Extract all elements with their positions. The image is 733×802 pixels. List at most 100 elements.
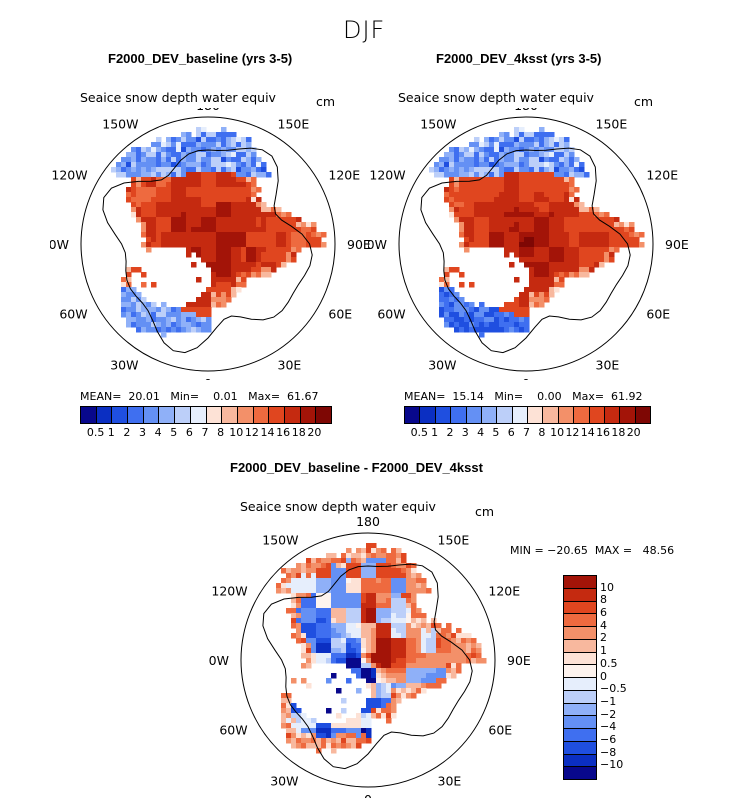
map-cell: [366, 713, 372, 719]
map-cell: [306, 643, 312, 649]
map-cell: [156, 232, 162, 238]
map-cell: [351, 588, 357, 594]
map-cell: [361, 663, 367, 669]
map-cell: [454, 152, 460, 158]
map-cell: [559, 242, 565, 248]
variable-name-2: Seaice snow depth water equiv: [398, 90, 594, 105]
map-cell: [549, 287, 555, 293]
map-cell: [291, 588, 297, 594]
map-cell: [146, 322, 152, 328]
map-cell: [489, 182, 495, 188]
map-cell: [161, 202, 167, 208]
map-cell: [391, 603, 397, 609]
map-cell: [251, 172, 257, 178]
map-cell: [554, 242, 560, 248]
map-cell: [296, 603, 302, 609]
map-cell: [509, 177, 515, 183]
map-cell: [411, 653, 417, 659]
map-cell: [181, 317, 187, 323]
map-cell: [544, 182, 550, 188]
map-cell: [211, 277, 217, 283]
map-cell: [431, 633, 437, 639]
map-cell: [559, 157, 565, 163]
map-cell: [494, 327, 500, 333]
map-cell: [584, 227, 590, 233]
map-cell: [306, 613, 312, 619]
map-cell: [336, 633, 342, 639]
map-cell: [466, 648, 472, 654]
map-cell: [281, 237, 287, 243]
map-cell: [366, 653, 372, 659]
map-cell: [366, 568, 372, 574]
map-cell: [246, 187, 252, 193]
map-cell: [176, 317, 182, 323]
map-cell: [469, 322, 475, 328]
map-cell: [326, 598, 332, 604]
map-cell: [181, 147, 187, 153]
map-cell: [151, 302, 157, 308]
map-cell: [451, 668, 457, 674]
map-cell: [146, 232, 152, 238]
map-cell: [261, 257, 267, 263]
map-cell: [351, 613, 357, 619]
map-cell: [271, 212, 277, 218]
map-cell: [589, 267, 595, 273]
map-cell: [624, 237, 630, 243]
map-cell: [316, 733, 322, 739]
colorbar-swatch: [564, 652, 596, 666]
map-cell: [559, 167, 565, 173]
map-cell: [261, 262, 267, 268]
colorbar-tick-label: −8: [600, 745, 617, 759]
map-cell: [401, 638, 407, 644]
map-cell: [181, 182, 187, 188]
map-cell: [396, 558, 402, 564]
map-cell: [421, 618, 427, 624]
map-cell: [396, 618, 402, 624]
map-cell: [341, 613, 347, 619]
map-cell: [431, 623, 437, 629]
map-cell: [524, 242, 530, 248]
map-cell: [201, 197, 207, 203]
colorbar-tick-label: 12: [244, 426, 259, 439]
map-cell: [166, 142, 172, 148]
map-cell: [529, 252, 535, 258]
map-cell: [171, 212, 177, 218]
map-cell: [136, 177, 142, 183]
map-cell: [411, 643, 417, 649]
map-cell: [361, 653, 367, 659]
map-cell: [594, 207, 600, 213]
map-cell: [569, 197, 575, 203]
map-cell: [326, 723, 332, 729]
map-cell: [574, 262, 580, 268]
map-cell: [356, 553, 362, 559]
map-cell: [386, 588, 392, 594]
map-cell: [211, 287, 217, 293]
map-cell: [271, 237, 277, 243]
map-cell: [221, 222, 227, 228]
map-cell: [544, 232, 550, 238]
map-cell: [316, 633, 322, 639]
map-cell: [534, 152, 540, 158]
map-cell: [549, 192, 555, 198]
map-cell: [241, 282, 247, 288]
map-cell: [514, 162, 520, 168]
map-cell: [539, 192, 545, 198]
map-cell: [131, 317, 137, 323]
map-cell: [416, 588, 422, 594]
map-cell: [261, 172, 267, 178]
map-cell: [386, 718, 392, 724]
map-cell: [221, 142, 227, 148]
map-cell: [439, 277, 445, 283]
map-cell: [331, 673, 337, 679]
map-cell: [559, 257, 565, 263]
map-cell: [136, 212, 142, 218]
map-cell: [406, 693, 412, 699]
map-cell: [529, 177, 535, 183]
map-cell: [141, 167, 147, 173]
map-cell: [584, 232, 590, 238]
map-cell: [376, 673, 382, 679]
map-cell: [356, 628, 362, 634]
map-cell: [341, 633, 347, 639]
map-cell: [416, 653, 422, 659]
map-cell: [391, 548, 397, 554]
